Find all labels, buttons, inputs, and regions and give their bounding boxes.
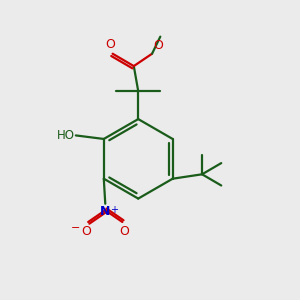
- Text: O: O: [106, 38, 116, 51]
- Text: HO: HO: [57, 129, 75, 142]
- Text: O: O: [81, 225, 91, 238]
- Text: O: O: [119, 225, 129, 238]
- Text: O: O: [153, 39, 163, 52]
- Text: −: −: [71, 224, 80, 233]
- Text: +: +: [110, 205, 118, 214]
- Text: N: N: [100, 205, 110, 218]
